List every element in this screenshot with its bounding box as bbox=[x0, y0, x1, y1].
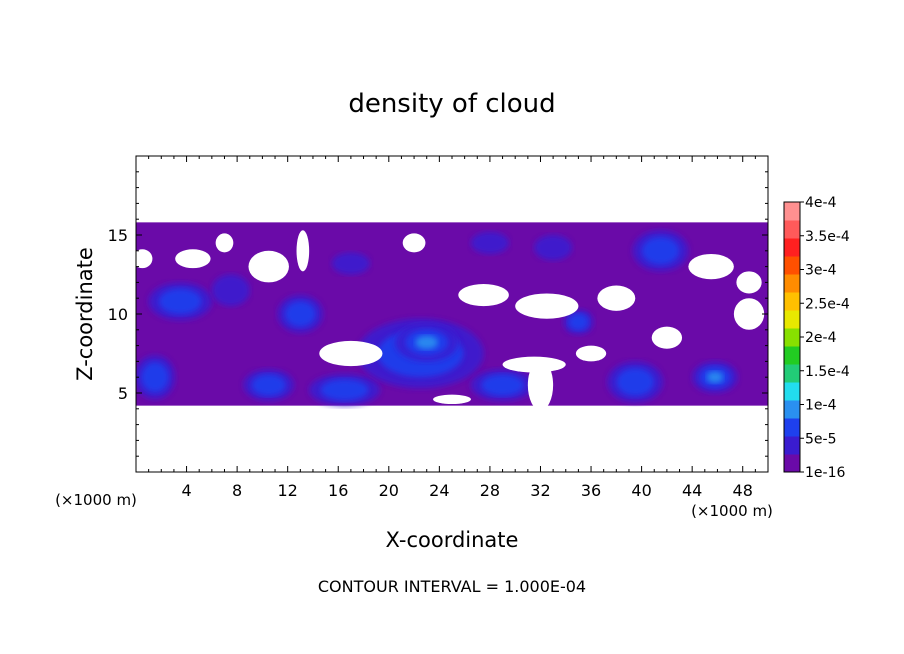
y-axis-label: Z-coordinate bbox=[73, 247, 97, 381]
clear-gap-16 bbox=[575, 345, 607, 362]
clear-gap-0 bbox=[136, 249, 153, 269]
x-tick-label: 24 bbox=[429, 481, 449, 500]
x-tick-label: 28 bbox=[480, 481, 500, 500]
x-tick-label: 4 bbox=[181, 481, 191, 500]
clear-gap-1 bbox=[175, 249, 211, 269]
colorbar-band bbox=[784, 418, 800, 437]
clear-gap-9 bbox=[527, 359, 554, 411]
cloud-core-10 bbox=[607, 361, 664, 403]
x-tick-label: 40 bbox=[631, 481, 651, 500]
colorbar-band bbox=[784, 454, 800, 473]
cloud-core-14 bbox=[331, 252, 370, 275]
cloud-core-11 bbox=[632, 230, 689, 272]
y-tick-label: 5 bbox=[118, 384, 128, 403]
cloud-core-4 bbox=[277, 295, 324, 333]
x-tick-label: 32 bbox=[530, 481, 550, 500]
clear-gap-6 bbox=[402, 233, 426, 253]
clear-gap-8 bbox=[515, 293, 579, 319]
colorbar-band bbox=[784, 274, 800, 293]
colorbar-band bbox=[784, 382, 800, 401]
cloud-core-15 bbox=[470, 231, 509, 254]
clear-gap-4 bbox=[296, 230, 310, 272]
cloud-core-1 bbox=[148, 282, 212, 321]
colorbar-label: 2.5e-4 bbox=[805, 296, 850, 312]
x-axis-ticks: 4 8 12 16 20 24 28 32 36 40 44 48 bbox=[148, 156, 756, 500]
x-tick-label: 20 bbox=[379, 481, 399, 500]
cloud-core-3 bbox=[243, 369, 294, 401]
x-tick-label: 48 bbox=[733, 481, 753, 500]
cloud-core-9 bbox=[563, 309, 594, 335]
colorbar-label: 3.5e-4 bbox=[805, 229, 850, 245]
colorbar-label: 3e-4 bbox=[805, 263, 837, 279]
colorbar-band bbox=[784, 256, 800, 275]
chart-title: density of cloud bbox=[348, 89, 555, 119]
clear-gap-7 bbox=[458, 283, 509, 307]
x-tick-label: 16 bbox=[328, 481, 348, 500]
clear-gap-5 bbox=[319, 340, 383, 367]
cloud-core-0 bbox=[136, 355, 176, 400]
colorbar-band bbox=[784, 202, 800, 221]
clear-gap-15 bbox=[733, 298, 765, 330]
clear-gap-3 bbox=[248, 250, 289, 283]
clear-gap-17 bbox=[433, 394, 471, 405]
colorbar-band bbox=[784, 310, 800, 329]
colorbar-label: 5e-5 bbox=[805, 431, 836, 447]
colorbar-band bbox=[784, 328, 800, 347]
clear-gap-11 bbox=[597, 285, 636, 311]
colorbar-band bbox=[784, 346, 800, 365]
cloud-core-8 bbox=[470, 369, 535, 401]
cloud-core-12 bbox=[692, 361, 738, 394]
colorbar-band bbox=[784, 220, 800, 239]
colorbar-band bbox=[784, 364, 800, 383]
colorbar-label: 1e-4 bbox=[805, 398, 837, 414]
colorbar-label: 1e-16 bbox=[805, 465, 845, 481]
clear-gap-12 bbox=[651, 326, 683, 349]
x-axis-label: X-coordinate bbox=[386, 528, 519, 552]
y-axis-ticks: 5 10 15 bbox=[108, 171, 768, 457]
cloud-core-2 bbox=[211, 274, 250, 307]
x-unit-right: (×1000 m) bbox=[691, 502, 773, 520]
clear-gap-13 bbox=[688, 253, 734, 280]
colorbar-band bbox=[784, 238, 800, 257]
x-unit-left: (×1000 m) bbox=[55, 491, 137, 509]
clear-gap-10 bbox=[502, 356, 566, 373]
colorbar: 1e-16 5e-5 1e-4 1.5e-4 2e-4 2.5e-4 3e-4 3.5e-4 4… bbox=[783, 195, 850, 481]
y-tick-label: 15 bbox=[108, 226, 128, 245]
y-tick-label: 10 bbox=[108, 305, 128, 324]
contour-interval-note: CONTOUR INTERVAL = 1.000E-04 bbox=[318, 577, 586, 596]
colorbar-band bbox=[784, 436, 800, 455]
x-tick-label: 44 bbox=[682, 481, 702, 500]
colorbar-label: 1.5e-4 bbox=[805, 364, 850, 380]
x-tick-label: 8 bbox=[232, 481, 242, 500]
clear-gap-14 bbox=[736, 271, 762, 294]
cloud-core-7 bbox=[395, 323, 459, 362]
contour-field bbox=[136, 222, 768, 411]
x-tick-label: 12 bbox=[278, 481, 298, 500]
colorbar-label: 4e-4 bbox=[805, 195, 837, 211]
x-tick-label: 36 bbox=[581, 481, 601, 500]
cloud-core-5 bbox=[309, 374, 380, 406]
colorbar-band bbox=[784, 292, 800, 311]
colorbar-band bbox=[784, 400, 800, 419]
colorbar-label: 2e-4 bbox=[805, 330, 837, 346]
clear-gap-2 bbox=[215, 233, 234, 253]
cloud-core-13 bbox=[534, 235, 573, 261]
